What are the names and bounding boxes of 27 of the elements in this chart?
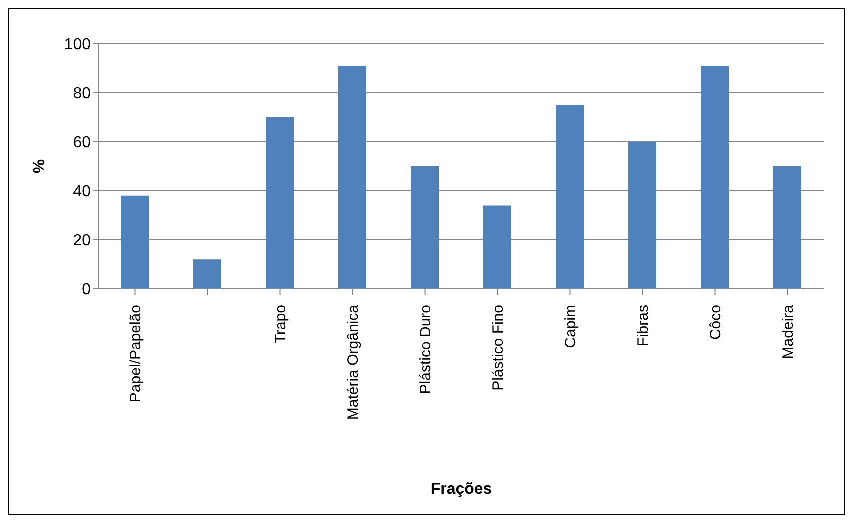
y-tick-label: 40 xyxy=(73,184,92,201)
bar xyxy=(628,142,656,289)
x-tick-label: Papel/Papelão xyxy=(127,305,144,403)
x-tick-label: Plástico Duro xyxy=(417,305,434,394)
x-tick-label: Madeira xyxy=(780,304,797,360)
y-tick-label: 0 xyxy=(82,282,92,299)
x-axis-title: Frações xyxy=(430,481,492,498)
bar xyxy=(411,166,439,289)
x-tick-label: Trapo xyxy=(272,305,290,344)
bar xyxy=(338,66,366,289)
x-tick-label: Matéria Orgânica xyxy=(344,304,362,420)
bar xyxy=(484,206,512,289)
y-tick-label: 20 xyxy=(73,232,92,250)
y-axis-title: % xyxy=(32,159,49,174)
x-tick-label: Fibras xyxy=(634,305,652,347)
bar xyxy=(266,118,294,289)
bar xyxy=(194,260,222,289)
bar xyxy=(774,166,802,289)
bar xyxy=(556,105,584,289)
bar xyxy=(121,196,149,289)
x-tick-label: Côco xyxy=(707,305,724,340)
y-tick-label: 60 xyxy=(73,134,92,152)
y-tick-label: 80 xyxy=(73,86,92,103)
bar xyxy=(701,66,729,289)
x-tick-label: Capim xyxy=(562,305,580,348)
x-tick-label: Plástico Fino xyxy=(490,305,507,391)
y-tick-label: 100 xyxy=(64,36,92,54)
